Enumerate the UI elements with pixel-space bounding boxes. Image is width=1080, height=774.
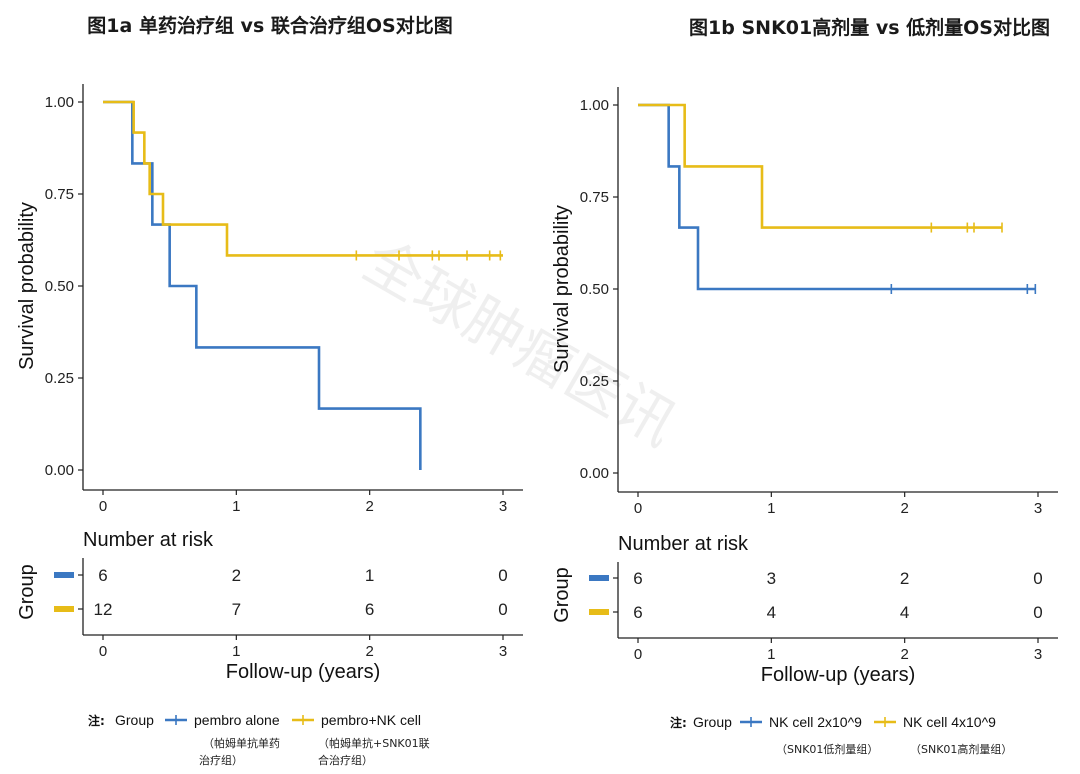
legend-entry: pembro+NK cell bbox=[321, 712, 421, 728]
risk-count: 6 bbox=[633, 569, 642, 588]
risk-row-swatch bbox=[54, 572, 74, 578]
x-tick-label: 3 bbox=[1034, 500, 1042, 517]
survival-curve-blue bbox=[103, 100, 422, 470]
risk-count: 4 bbox=[767, 603, 776, 622]
risk-x-tick-label: 0 bbox=[99, 643, 107, 660]
y-tick-label: 0.00 bbox=[580, 465, 609, 482]
x-axis-label: Follow-up (years) bbox=[761, 664, 915, 686]
y-tick-label: 1.00 bbox=[580, 97, 609, 114]
risk-x-tick-label: 1 bbox=[767, 646, 775, 663]
chart-panel-1b: 图1b SNK01高剂量 vs 低剂量OS对比图 0.00 0.25 0.50 0.75… bbox=[551, 16, 1058, 756]
risk-count: 12 bbox=[94, 600, 113, 619]
y-tick-label: 0.25 bbox=[580, 373, 609, 390]
legend-entry-note: （SNK01低剂量组） bbox=[776, 742, 878, 756]
x-tick-label: 0 bbox=[634, 500, 642, 517]
risk-count: 7 bbox=[232, 600, 241, 619]
x-tick-label: 0 bbox=[99, 498, 107, 515]
risk-table-title: Number at risk bbox=[83, 529, 214, 551]
watermark-text: 全球肿瘤医讯 bbox=[352, 226, 687, 459]
y-tick-label: 0.00 bbox=[45, 462, 74, 479]
x-axis-label: Follow-up (years) bbox=[226, 661, 380, 683]
legend-entry-note: （帕姆单抗单药 bbox=[203, 736, 280, 750]
y-tick-label: 0.25 bbox=[45, 370, 74, 387]
risk-count: 0 bbox=[498, 566, 507, 585]
risk-count: 2 bbox=[900, 569, 909, 588]
risk-x-tick-label: 1 bbox=[232, 643, 240, 660]
risk-count: 0 bbox=[498, 600, 507, 619]
y-tick-label: 0.75 bbox=[45, 186, 74, 203]
legend-entry: NK cell 2x10^9 bbox=[769, 714, 862, 730]
risk-x-tick-label: 2 bbox=[900, 646, 908, 663]
y-tick-label: 1.00 bbox=[45, 94, 74, 111]
legend: 注: Group NK cell 2x10^9 （SNK01低剂量组） NK cell … bbox=[670, 714, 1012, 756]
risk-count: 6 bbox=[633, 603, 642, 622]
risk-count: 0 bbox=[1033, 603, 1042, 622]
risk-row-swatch bbox=[589, 609, 609, 615]
risk-count: 3 bbox=[767, 569, 776, 588]
legend-entry: pembro alone bbox=[194, 712, 280, 728]
risk-row-swatch bbox=[54, 606, 74, 612]
risk-x-tick-label: 3 bbox=[1034, 646, 1042, 663]
risk-count: 0 bbox=[1033, 569, 1042, 588]
survival-curve-yellow bbox=[103, 100, 503, 257]
x-tick-label: 2 bbox=[900, 500, 908, 517]
y-axis-label: Survival probability bbox=[551, 205, 573, 373]
survival-curve-blue bbox=[638, 103, 1036, 291]
legend-entry-note: （SNK01高剂量组） bbox=[910, 742, 1012, 756]
y-tick-label: 0.50 bbox=[45, 278, 74, 295]
chart-title: 图1a 单药治疗组 vs 联合治疗组OS对比图 bbox=[87, 14, 452, 37]
risk-x-tick-label: 2 bbox=[365, 643, 373, 660]
y-tick-label: 0.75 bbox=[580, 189, 609, 206]
risk-x-tick-label: 0 bbox=[634, 646, 642, 663]
legend-entry: NK cell 4x10^9 bbox=[903, 714, 996, 730]
risk-count: 2 bbox=[232, 566, 241, 585]
survival-curve-yellow bbox=[638, 103, 1002, 229]
legend-entry-note: 治疗组） bbox=[199, 753, 243, 767]
x-tick-label: 2 bbox=[365, 498, 373, 515]
chart-panel-1a: 图1a 单药治疗组 vs 联合治疗组OS对比图 0.00 0.25 0.50 0.75 1… bbox=[16, 14, 523, 767]
legend-prefix: 注: bbox=[670, 715, 687, 730]
x-tick-label: 3 bbox=[499, 498, 507, 515]
legend-entry-note: 合治疗组） bbox=[318, 753, 373, 767]
risk-count: 6 bbox=[98, 566, 107, 585]
legend-entry-note: （帕姆单抗+SNK01联 bbox=[318, 736, 430, 750]
risk-count: 4 bbox=[900, 603, 909, 622]
x-tick-label: 1 bbox=[767, 500, 775, 517]
y-axis-label: Survival probability bbox=[16, 202, 38, 370]
legend-title: Group bbox=[115, 712, 154, 728]
risk-group-label: Group bbox=[551, 567, 573, 623]
risk-table-title: Number at risk bbox=[618, 533, 749, 555]
legend-title: Group bbox=[693, 714, 732, 730]
legend-prefix: 注: bbox=[88, 713, 105, 728]
y-tick-label: 0.50 bbox=[580, 281, 609, 298]
chart-title: 图1b SNK01高剂量 vs 低剂量OS对比图 bbox=[689, 16, 1050, 39]
risk-row-swatch bbox=[589, 575, 609, 581]
risk-count: 6 bbox=[365, 600, 374, 619]
risk-x-tick-label: 3 bbox=[499, 643, 507, 660]
risk-group-label: Group bbox=[16, 564, 38, 620]
x-tick-label: 1 bbox=[232, 498, 240, 515]
risk-count: 1 bbox=[365, 566, 374, 585]
